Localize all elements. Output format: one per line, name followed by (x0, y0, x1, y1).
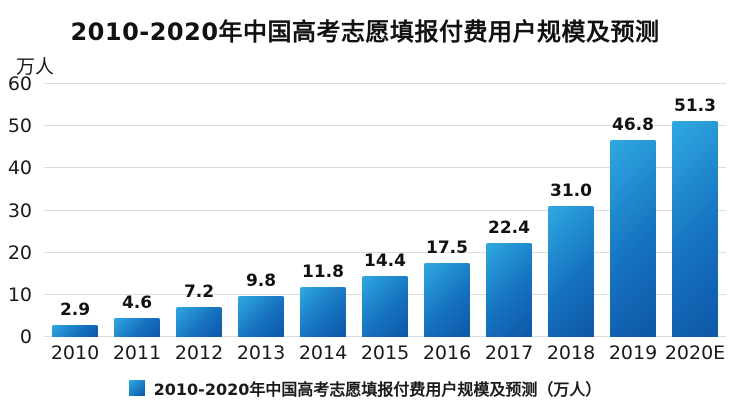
x-tick-label: 2018 (546, 342, 596, 364)
y-tick-label: 20 (7, 241, 32, 264)
bar (486, 242, 532, 337)
y-tick-label: 30 (7, 199, 32, 222)
x-tick-label: 2017 (484, 342, 534, 364)
bar-column: 51.3 (664, 84, 726, 337)
bar-value-label: 9.8 (245, 270, 277, 291)
chart-title: 2010-2020年中国高考志愿填报付费用户规模及预测 (70, 18, 660, 46)
x-tick-label: 2010 (50, 342, 100, 364)
x-axis: 2010 2011 2012 2013 2014 2015 2016 2017 2018 2019… (44, 342, 726, 364)
gridline (44, 83, 726, 84)
bar (424, 263, 470, 337)
bars-container: 2.9 4.6 7.2 9.8 11.8 14.4 17.5 22.4 31.0 46.8 51.3 (44, 84, 726, 337)
bar-column: 17.5 (416, 84, 478, 337)
bar-column: 14.4 (354, 84, 416, 337)
plot-area: 2.9 4.6 7.2 9.8 11.8 14.4 17.5 22.4 31.0 46.8 51.3 (44, 83, 726, 337)
bar-column: 22.4 (478, 84, 540, 337)
y-tick-label: 60 (7, 73, 32, 95)
x-tick-label: 2013 (236, 342, 286, 364)
bar (52, 324, 98, 337)
gridline (44, 125, 726, 127)
y-axis-unit-label: 万人 (16, 56, 55, 78)
bar-column: 2.9 (44, 84, 106, 337)
y-axis: 0 10 20 30 40 50 60 (0, 73, 38, 348)
legend: 2010-2020年中国高考志愿填报付费用户规模及预测（万人） (0, 376, 730, 400)
y-tick-label: 0 (19, 326, 32, 348)
bar (548, 206, 594, 337)
bar-value-label: 14.4 (364, 251, 406, 272)
bar-column: 31.0 (540, 84, 602, 337)
y-tick-label: 50 (7, 115, 32, 138)
bar-value-label: 46.8 (612, 114, 654, 135)
bar-column: 4.6 (106, 84, 168, 337)
x-tick-label: 2012 (174, 342, 224, 364)
legend-label: 2010-2020年中国高考志愿填报付费用户规模及预测（万人） (153, 380, 602, 399)
bar (362, 276, 408, 337)
bar (114, 317, 160, 337)
y-tick-label: 10 (7, 283, 32, 306)
bar-value-label: 22.4 (488, 217, 530, 238)
bar-value-label: 4.6 (121, 292, 153, 313)
bar-value-label: 17.5 (426, 238, 468, 259)
legend-marker-icon (128, 380, 145, 396)
bar-column: 46.8 (602, 84, 664, 337)
x-tick-label: 2016 (422, 342, 472, 364)
bar (238, 295, 284, 337)
x-tick-label: 2014 (298, 342, 348, 364)
bar (300, 287, 346, 337)
bar-value-label: 11.8 (302, 262, 344, 283)
bar (672, 120, 718, 337)
bar-value-label: 31.0 (550, 181, 592, 202)
bar-value-label: 7.2 (183, 281, 215, 302)
gridline (44, 167, 726, 169)
bar (176, 306, 222, 337)
y-tick-label: 40 (7, 157, 32, 180)
x-tick-label: 2019 (608, 342, 658, 364)
bar-column: 7.2 (168, 84, 230, 337)
bar-value-label: 51.3 (674, 95, 716, 116)
x-tick-label: 2015 (360, 342, 410, 364)
bar-column: 11.8 (292, 84, 354, 337)
gridline (44, 209, 726, 211)
x-tick-label: 2020E (664, 342, 726, 364)
bar (610, 139, 656, 337)
bar-value-label: 2.9 (59, 299, 91, 320)
x-tick-label: 2011 (112, 342, 162, 364)
bar-column: 9.8 (230, 84, 292, 337)
gridline (44, 251, 726, 253)
